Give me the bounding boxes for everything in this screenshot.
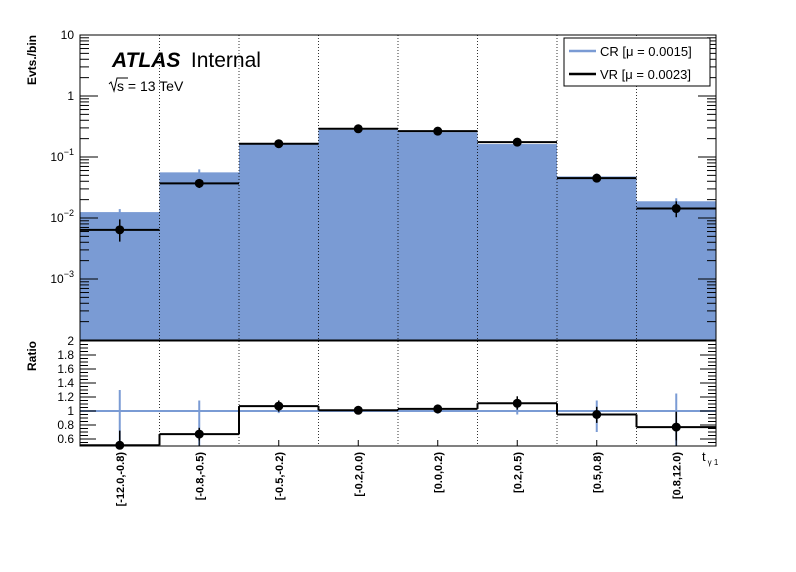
vr-point: [194, 178, 204, 188]
cr-bar: [239, 144, 319, 340]
legend-vr-label: VR [μ = 0.0023]: [600, 67, 691, 82]
ratio-point: [433, 404, 443, 414]
cr-bar: [557, 176, 637, 340]
ratio-point: [274, 401, 284, 411]
main-plot-frame: [79, 34, 717, 341]
cr-bar: [398, 132, 478, 340]
cr-histogram: [80, 129, 716, 340]
legend-box: [563, 37, 711, 87]
ratio-y-axis-title: Ratio: [25, 341, 39, 371]
y-tick-label: 1: [67, 89, 74, 103]
vr-histogram: [80, 124, 716, 242]
cr-bar: [477, 144, 557, 340]
energy-label: s = 13 TeV: [108, 77, 184, 94]
ratio-y-tick-label: 1.2: [57, 390, 74, 404]
cr-bar: [636, 201, 716, 340]
ratio-point: [512, 398, 522, 408]
x-category-label: [0.0,0.2): [433, 452, 445, 493]
y-tick-label: 10−2: [50, 208, 74, 225]
ratio-y-tick-label: 1.6: [57, 362, 74, 376]
ratio-y-axis: 21.81.61.41.210.80.6: [57, 334, 716, 447]
ratio-y-tick-label: 0.8: [57, 418, 74, 432]
main-y-axis: 10 1 10−1 10−2 10−3: [50, 28, 716, 341]
x-category-label: [-0.5,-0.2): [274, 452, 286, 501]
ratio-point: [353, 405, 363, 415]
x-category-label: [0.2,0.5): [512, 452, 524, 493]
vr-point: [433, 126, 443, 136]
energy-label-text: s = 13 TeV: [117, 78, 184, 94]
ratio-panel: 21.81.61.41.210.80.6 Ratio [-12.0,-0.8)[…: [25, 334, 719, 506]
ratio-y-tick-label: 1: [67, 404, 74, 418]
vr-point: [353, 124, 363, 134]
ratio-y-tick-label: 1.8: [57, 348, 74, 362]
x-axis: [-12.0,-0.8) [-0.8,-0.5) [-0.5,-0.2) [-0.2,…: [115, 440, 683, 507]
y-tick-label: 10−1: [50, 147, 74, 164]
ratio-point: [592, 410, 602, 419]
legend: CR [μ = 0.0015] VR [μ = 0.0023]: [563, 37, 711, 87]
cr-bar: [159, 172, 239, 340]
main-y-axis-title: Evts./bin: [25, 35, 39, 85]
vr-point: [274, 139, 284, 149]
atlas-status: Internal: [191, 49, 261, 72]
atlas-experiment: ATLAS: [111, 49, 180, 72]
atlas-label: ATLAS Internal: [111, 49, 261, 72]
vr-point: [671, 204, 681, 214]
sqrt-sign-icon: [108, 77, 128, 93]
ratio-point: [671, 422, 681, 432]
x-category-label: [0.5,0.8): [592, 452, 604, 493]
vr-point: [512, 137, 522, 147]
cr-bar: [318, 129, 398, 340]
ratio-y-tick-label: 0.6: [57, 432, 74, 446]
ratio-point: [194, 429, 204, 439]
x-category-label: [-0.8,-0.5): [194, 452, 206, 501]
ratio-y-tick-label: 2: [67, 334, 74, 348]
main-panel: 10 1 10−1 10−2 10−3 Evts./bin ATLAS Internal…: [25, 28, 717, 341]
vr-point: [115, 225, 125, 235]
y-tick-label: 10−3: [50, 269, 74, 286]
x-category-label: [-0.2,0.0): [353, 452, 365, 497]
ratio-y-tick-label: 1.4: [57, 376, 74, 390]
y-tick-label: 10: [61, 28, 75, 42]
x-category-label: [0.8,12.0): [671, 452, 683, 499]
vr-point: [592, 173, 602, 183]
legend-cr-label: CR [μ = 0.0015]: [600, 44, 692, 59]
x-category-label: [-12.0,-0.8): [115, 452, 127, 507]
